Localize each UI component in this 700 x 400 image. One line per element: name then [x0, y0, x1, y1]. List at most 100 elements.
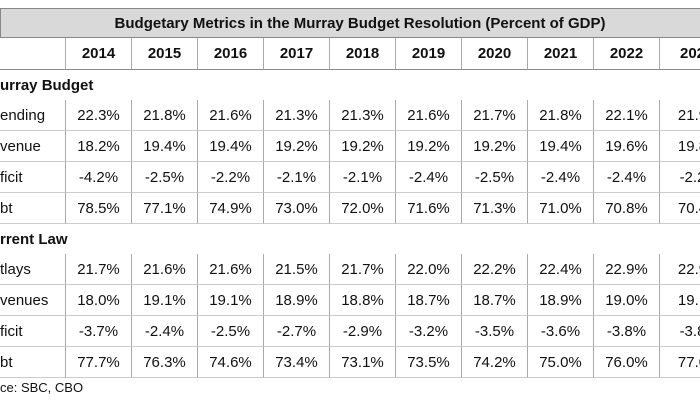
column-header: 2020	[462, 38, 528, 70]
cell-value: 73.4%	[264, 347, 330, 378]
cell-value: -2.4%	[594, 162, 660, 193]
cell-value: 18.0%	[66, 285, 132, 316]
column-header: 202	[660, 38, 700, 70]
cell-value: 18.9%	[264, 285, 330, 316]
row-label: venue	[0, 131, 66, 162]
cell-value: 19.1	[660, 285, 700, 316]
cell-value: -2.2%	[198, 162, 264, 193]
cell-value: 72.0%	[330, 193, 396, 224]
column-header: 2014	[66, 38, 132, 70]
cell-value: 19.2%	[330, 131, 396, 162]
cell-value: 22.9	[660, 254, 700, 285]
cell-value: -2.4%	[132, 316, 198, 347]
cell-value: 71.6%	[396, 193, 462, 224]
cell-value: 21.7%	[66, 254, 132, 285]
cell-value: 22.3%	[66, 100, 132, 131]
row-label: ficit	[0, 162, 66, 193]
cell-value: 21.3%	[330, 100, 396, 131]
cell-value: 77.7%	[66, 347, 132, 378]
column-header: 2016	[198, 38, 264, 70]
cell-value: 22.9%	[594, 254, 660, 285]
cell-value: -2.5%	[198, 316, 264, 347]
cell-value: 70.8%	[594, 193, 660, 224]
column-header: 2017	[264, 38, 330, 70]
cell-value: -2.1%	[330, 162, 396, 193]
cell-value: 22.4%	[528, 254, 594, 285]
cell-value: 22.2%	[462, 254, 528, 285]
cell-value: -2.4%	[528, 162, 594, 193]
cell-value: 18.7%	[462, 285, 528, 316]
cell-value: 73.0%	[264, 193, 330, 224]
cell-value: 19.0%	[594, 285, 660, 316]
cell-value: 71.3%	[462, 193, 528, 224]
cell-value: 21.5%	[264, 254, 330, 285]
cell-value: 22.1%	[594, 100, 660, 131]
cell-value: 19.4%	[528, 131, 594, 162]
cell-value: -2.1%	[264, 162, 330, 193]
cell-value: 21.6%	[396, 100, 462, 131]
table-title: Budgetary Metrics in the Murray Budget R…	[0, 8, 700, 38]
cell-value: 18.8%	[330, 285, 396, 316]
cell-value: 70.4	[660, 193, 700, 224]
column-header: 2015	[132, 38, 198, 70]
cell-value: -3.5%	[462, 316, 528, 347]
cell-value: 71.0%	[528, 193, 594, 224]
column-header: 2019	[396, 38, 462, 70]
cell-value: 73.5%	[396, 347, 462, 378]
cell-value: 18.7%	[396, 285, 462, 316]
cell-value: 77.1%	[132, 193, 198, 224]
cell-value: -3.2%	[396, 316, 462, 347]
cell-value: 21.8%	[132, 100, 198, 131]
cell-value: 19.6%	[594, 131, 660, 162]
cell-value: -2.4%	[396, 162, 462, 193]
column-header: 2018	[330, 38, 396, 70]
cell-value: 21.3%	[264, 100, 330, 131]
cell-value: 22.0%	[396, 254, 462, 285]
cell-value: 74.6%	[198, 347, 264, 378]
cell-value: 19.2%	[396, 131, 462, 162]
cell-value: -4.2%	[66, 162, 132, 193]
cell-value: -3.7%	[66, 316, 132, 347]
cell-value: 74.2%	[462, 347, 528, 378]
cell-value: 73.1%	[330, 347, 396, 378]
row-label: bt	[0, 193, 66, 224]
cell-value: 21.7%	[330, 254, 396, 285]
row-label: ending	[0, 100, 66, 131]
cell-value: 78.5%	[66, 193, 132, 224]
section-heading: urray Budget	[0, 76, 94, 94]
cell-value: 19.2%	[264, 131, 330, 162]
cell-value: 21.6%	[198, 254, 264, 285]
cell-value: -3.8%	[594, 316, 660, 347]
cell-value: 18.9%	[528, 285, 594, 316]
cell-value: 75.0%	[528, 347, 594, 378]
cell-value: 77.0	[660, 347, 700, 378]
cell-value: -2.2	[660, 162, 700, 193]
cell-value: -3.6%	[528, 316, 594, 347]
cell-value: -2.5%	[132, 162, 198, 193]
cell-value: 21.9	[660, 100, 700, 131]
column-header: 2021	[528, 38, 594, 70]
cell-value: 19.1%	[132, 285, 198, 316]
cell-value: 19.2%	[462, 131, 528, 162]
cell-value: 21.6%	[198, 100, 264, 131]
cell-value: 18.2%	[66, 131, 132, 162]
cell-value: 21.8%	[528, 100, 594, 131]
cell-value: 21.7%	[462, 100, 528, 131]
cell-value: -2.7%	[264, 316, 330, 347]
cell-value: 21.6%	[132, 254, 198, 285]
column-header: 2022	[594, 38, 660, 70]
cell-value: 19.1%	[198, 285, 264, 316]
cell-value: -3.8	[660, 316, 700, 347]
row-label: venues	[0, 285, 66, 316]
cell-value: 19.8	[660, 131, 700, 162]
header-spacer	[0, 38, 66, 70]
cell-value: 76.0%	[594, 347, 660, 378]
cell-value: 19.4%	[132, 131, 198, 162]
section-heading: rrent Law	[0, 230, 68, 248]
cell-value: 76.3%	[132, 347, 198, 378]
cell-value: -2.9%	[330, 316, 396, 347]
cell-value: 19.4%	[198, 131, 264, 162]
row-label: ficit	[0, 316, 66, 347]
row-label: bt	[0, 347, 66, 378]
